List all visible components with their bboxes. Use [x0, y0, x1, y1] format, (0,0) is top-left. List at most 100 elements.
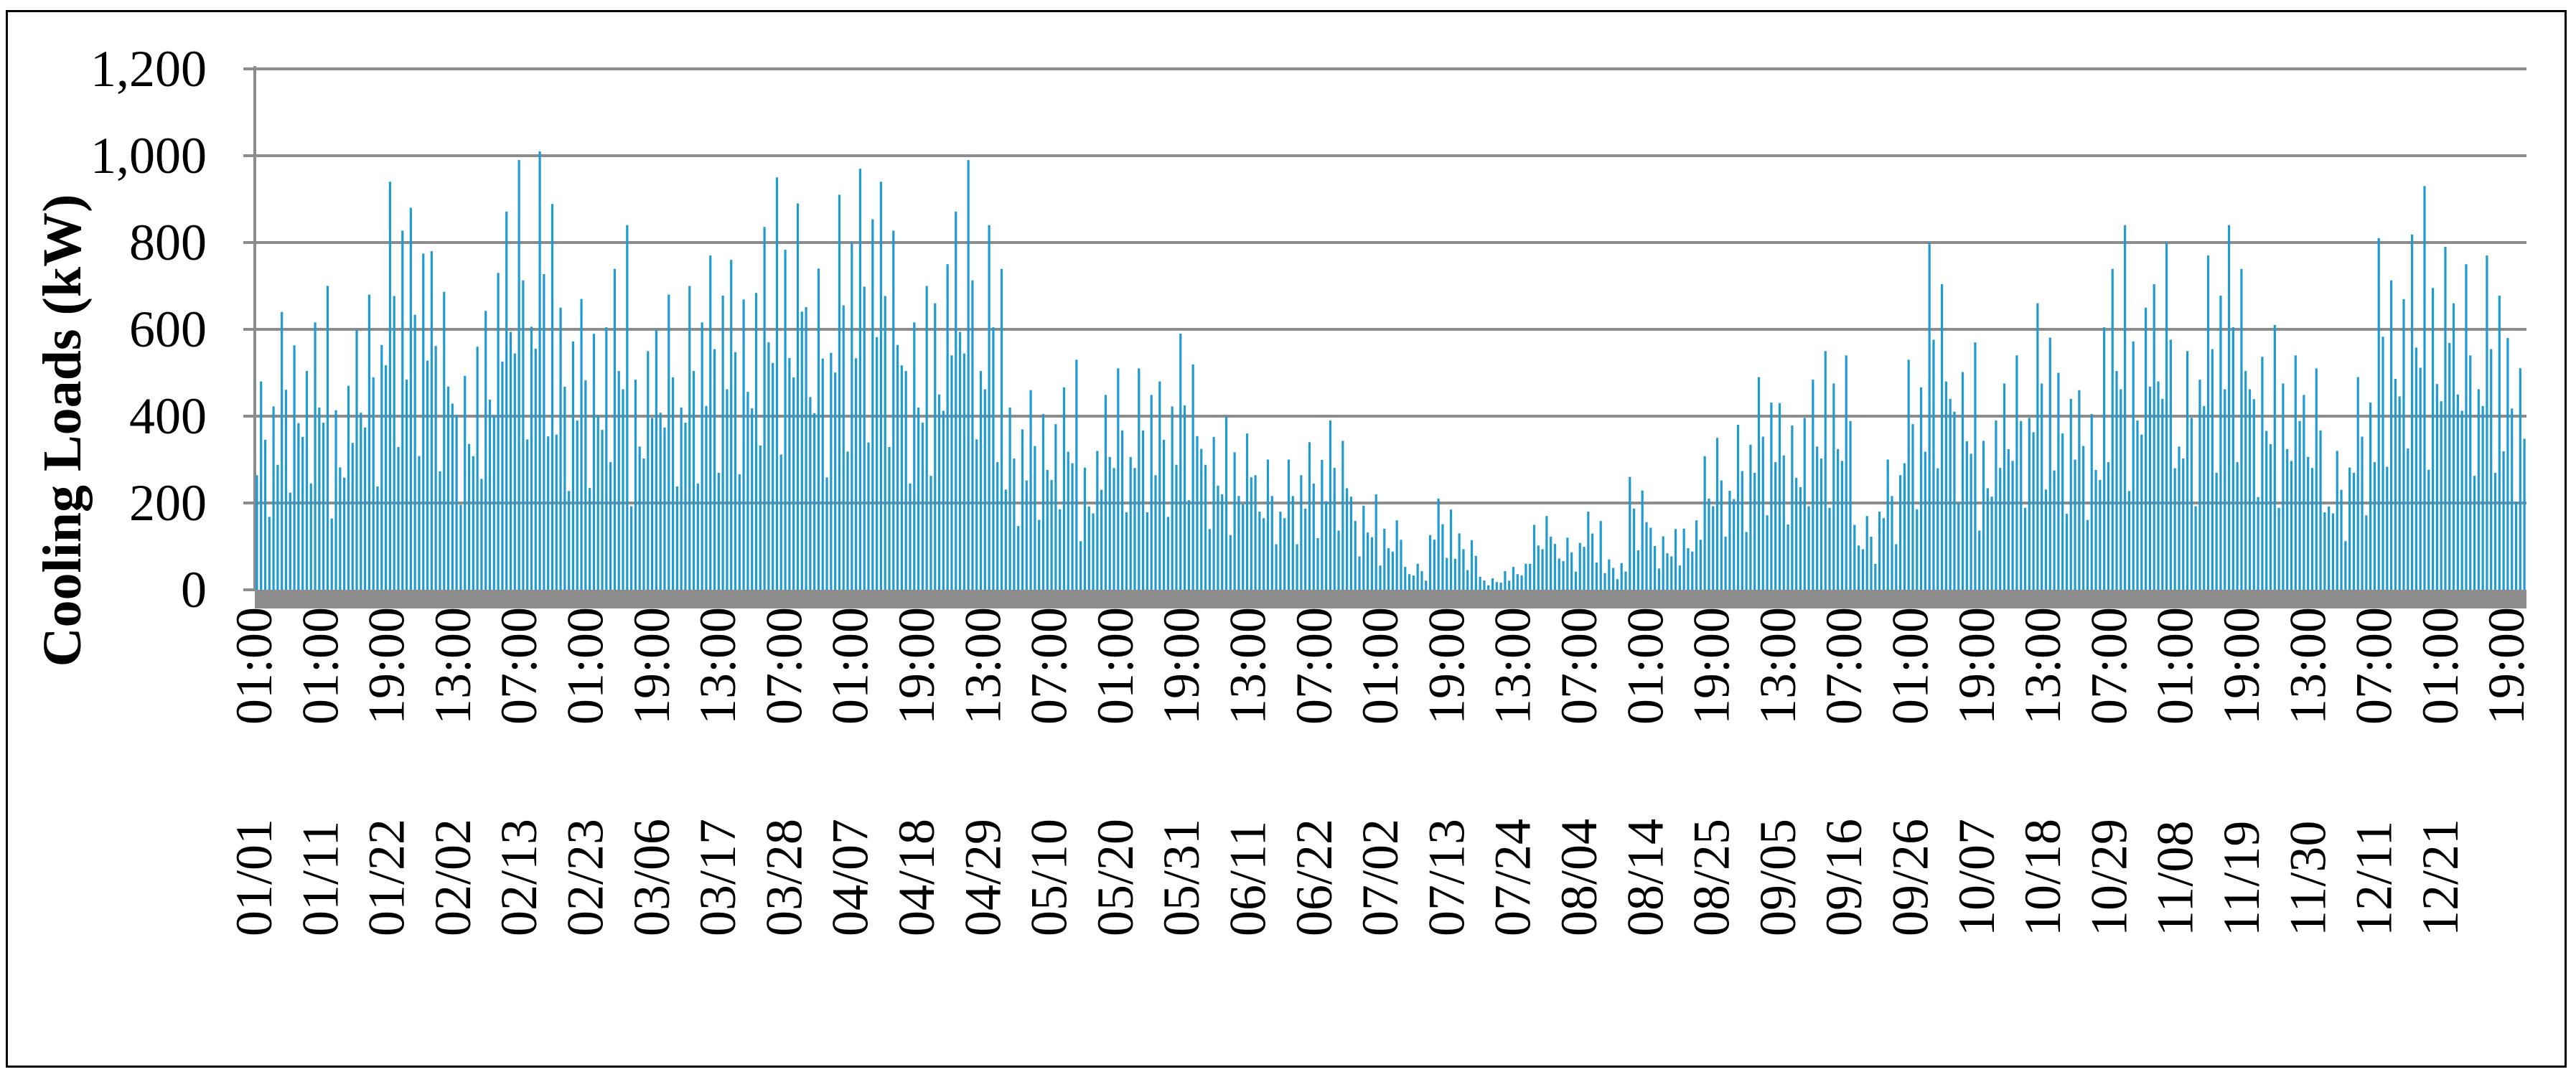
bar-spike [659, 413, 662, 590]
bar-spike [1046, 470, 1049, 590]
bar [605, 225, 629, 590]
bar [730, 260, 754, 590]
bar-spike [2120, 389, 2122, 590]
bar-spike [1387, 547, 1390, 590]
bar [1428, 498, 1453, 590]
x-tick-time: 07:00 [755, 607, 812, 725]
bar [1753, 377, 1777, 590]
bar-spike [1882, 518, 1886, 590]
bar-spike [405, 380, 408, 590]
x-tick-date: 11/19 [2213, 821, 2270, 936]
bar-spike [1316, 538, 1319, 590]
bar-spike [2053, 470, 2056, 590]
bar-spike [568, 491, 571, 590]
bar-spike [1733, 499, 1736, 590]
bar [455, 347, 479, 590]
bar-spike [1008, 407, 1011, 590]
bar-spike [281, 311, 284, 590]
x-tick-time: 13:00 [1484, 607, 1542, 725]
bar-spike [2340, 489, 2343, 590]
bar-spike [2032, 432, 2035, 590]
bar-spike [1878, 512, 1881, 590]
bar-spike [2460, 410, 2463, 590]
bar-spike [975, 439, 978, 590]
bar-spike [1204, 464, 1207, 590]
bar [1903, 359, 1926, 590]
bar-spike [1532, 525, 1536, 590]
bar-spike [343, 477, 346, 590]
bar-spike [401, 230, 404, 590]
bar-spike [439, 471, 441, 590]
bar-spike [1903, 463, 1906, 590]
bar-spike [2456, 394, 2459, 590]
bar-spike [1458, 533, 1461, 590]
bar [1004, 407, 1028, 590]
bar-spike [2007, 448, 2010, 590]
bar-spike [1512, 567, 1515, 590]
bar-spike [1715, 438, 1719, 590]
bar-spike [509, 331, 512, 590]
bar-spike [1100, 489, 1103, 590]
x-tick-time: 07:00 [1550, 607, 1608, 725]
bar-spike [284, 390, 288, 590]
bar-spike [846, 451, 849, 590]
bar-spike [617, 371, 620, 590]
bar-spike [701, 322, 703, 590]
bar-spike [1695, 520, 1698, 590]
bar-spike [589, 488, 591, 590]
x-tick-date: 08/25 [1683, 819, 1741, 936]
bar-spike [1242, 504, 1245, 590]
bar-spike [1466, 570, 1469, 590]
bar-spike [754, 293, 758, 590]
bar-spike [937, 394, 941, 590]
bar-spike [2315, 368, 2318, 590]
bar-spike [1578, 542, 1581, 590]
bar-spike [1179, 334, 1182, 590]
bar-spike [1666, 553, 1669, 590]
bar-spike [921, 423, 924, 590]
bar [1354, 494, 1377, 590]
bar-spike [1529, 564, 1532, 590]
bar-spike [763, 227, 766, 590]
bar [505, 160, 529, 591]
bar-spike [455, 415, 458, 590]
bar-spike [2257, 497, 2259, 590]
bar-spike [1154, 475, 1157, 590]
x-tick-time: 07:00 [2346, 607, 2403, 725]
bar-spike [1117, 368, 1120, 590]
bar-spike [1778, 403, 1781, 590]
bar-spike [2431, 288, 2435, 590]
bar-spike [909, 483, 912, 590]
bar [1504, 563, 1527, 590]
x-tick-time: 13:00 [424, 607, 482, 725]
bar-spike [488, 400, 492, 590]
bar-spike [772, 362, 774, 590]
x-tick-time: 01:00 [2147, 607, 2204, 725]
bar-spike [1824, 351, 1827, 590]
bar-spike [1949, 398, 1952, 590]
x-tick-date: 04/29 [954, 819, 1011, 936]
bar [2153, 243, 2176, 590]
bar-spike [1212, 437, 1215, 590]
bar-spike [513, 353, 516, 590]
bar-spike [1283, 518, 1286, 590]
bar-spike [1287, 459, 1291, 590]
bar-spike [1474, 555, 1477, 590]
bar-spike [867, 442, 870, 590]
bar-spike [276, 464, 279, 590]
bar-spike [1029, 390, 1032, 590]
bar-spike [2198, 380, 2201, 590]
bar-spike [1491, 578, 1494, 590]
bar-spike [1782, 455, 1785, 590]
bar-spike [1682, 528, 1685, 590]
bar-spike [2078, 390, 2081, 590]
bar-spike [1021, 429, 1024, 590]
y-tick-label: 0 [181, 561, 207, 619]
bar-spike [1595, 562, 1598, 590]
bar-spike [950, 355, 953, 590]
bar-spike [2444, 247, 2447, 590]
bar-spike [1296, 544, 1298, 590]
bar [630, 351, 654, 590]
bar-spike [626, 225, 629, 590]
bar-spike [2206, 255, 2210, 590]
